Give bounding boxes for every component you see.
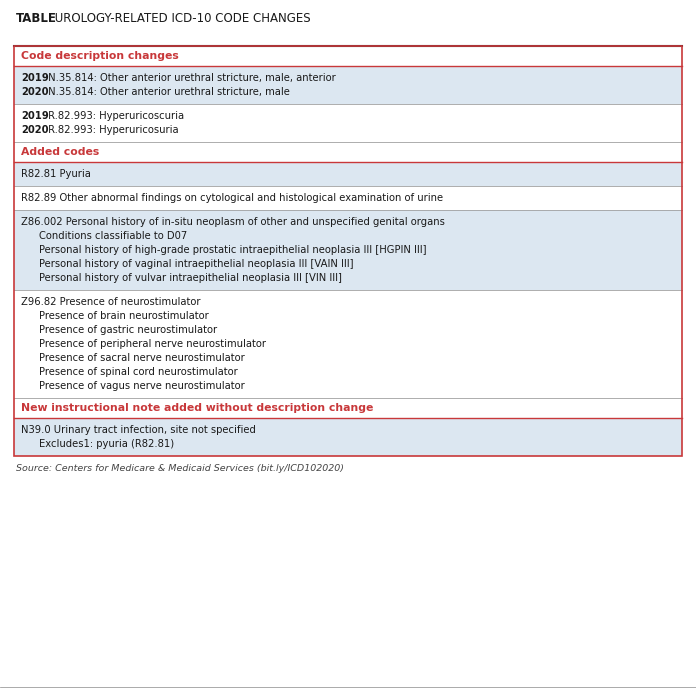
Text: Conditions classifiable to D07: Conditions classifiable to D07 <box>39 231 187 241</box>
Text: R.82.993: Hyperuricosuria: R.82.993: Hyperuricosuria <box>45 125 178 135</box>
Bar <box>14 418 682 456</box>
Text: New instructional note added without description change: New instructional note added without des… <box>21 403 373 413</box>
Text: Presence of brain neurostimulator: Presence of brain neurostimulator <box>39 311 209 321</box>
Text: Z86.002 Personal history of in-situ neoplasm of other and unspecified genital or: Z86.002 Personal history of in-situ neop… <box>21 217 445 227</box>
Text: N.35.814: Other anterior urethral stricture, male, anterior: N.35.814: Other anterior urethral strict… <box>45 73 335 83</box>
Text: TABLE: TABLE <box>16 12 57 25</box>
Text: 2020: 2020 <box>21 87 49 97</box>
Text: Presence of peripheral nerve neurostimulator: Presence of peripheral nerve neurostimul… <box>39 339 266 349</box>
Bar <box>14 290 682 398</box>
Text: UROLOGY-RELATED ICD-10 CODE CHANGES: UROLOGY-RELATED ICD-10 CODE CHANGES <box>51 12 310 25</box>
Text: R82.89 Other abnormal findings on cytological and histological examination of ur: R82.89 Other abnormal findings on cytolo… <box>21 193 443 203</box>
Text: 2020: 2020 <box>21 125 49 135</box>
Bar <box>14 104 682 142</box>
Text: Excludes1: pyuria (R82.81): Excludes1: pyuria (R82.81) <box>39 439 174 449</box>
Text: Presence of gastric neurostimulator: Presence of gastric neurostimulator <box>39 325 217 335</box>
Text: N.35.814: Other anterior urethral stricture, male: N.35.814: Other anterior urethral strict… <box>45 87 290 97</box>
Text: Personal history of vulvar intraepithelial neoplasia III [VIN III]: Personal history of vulvar intraepitheli… <box>39 273 342 283</box>
Text: Personal history of high-grade prostatic intraepithelial neoplasia III [HGPIN II: Personal history of high-grade prostatic… <box>39 245 427 255</box>
Text: 2019: 2019 <box>21 111 49 121</box>
Bar <box>14 398 682 418</box>
Bar <box>14 46 682 456</box>
Text: Code description changes: Code description changes <box>21 51 179 61</box>
Text: Personal history of vaginal intraepithelial neoplasia III [VAIN III]: Personal history of vaginal intraepithel… <box>39 259 354 269</box>
Text: R82.81 Pyuria: R82.81 Pyuria <box>21 169 91 179</box>
Text: 2019: 2019 <box>21 73 49 83</box>
Bar <box>14 210 682 290</box>
Bar <box>14 186 682 210</box>
Text: Source: Centers for Medicare & Medicaid Services (bit.ly/ICD102020): Source: Centers for Medicare & Medicaid … <box>16 464 344 473</box>
Text: Presence of spinal cord neurostimulator: Presence of spinal cord neurostimulator <box>39 367 238 377</box>
Bar <box>14 46 682 66</box>
Text: Added codes: Added codes <box>21 147 100 157</box>
Bar <box>14 142 682 162</box>
Text: N39.0 Urinary tract infection, site not specified: N39.0 Urinary tract infection, site not … <box>21 425 256 435</box>
Bar <box>14 66 682 104</box>
Text: Presence of sacral nerve neurostimulator: Presence of sacral nerve neurostimulator <box>39 353 245 363</box>
Bar <box>14 162 682 186</box>
Text: Presence of vagus nerve neurostimulator: Presence of vagus nerve neurostimulator <box>39 381 245 391</box>
Text: R.82.993: Hyperuricoscuria: R.82.993: Hyperuricoscuria <box>45 111 184 121</box>
Text: Z96.82 Presence of neurostimulator: Z96.82 Presence of neurostimulator <box>21 297 200 307</box>
